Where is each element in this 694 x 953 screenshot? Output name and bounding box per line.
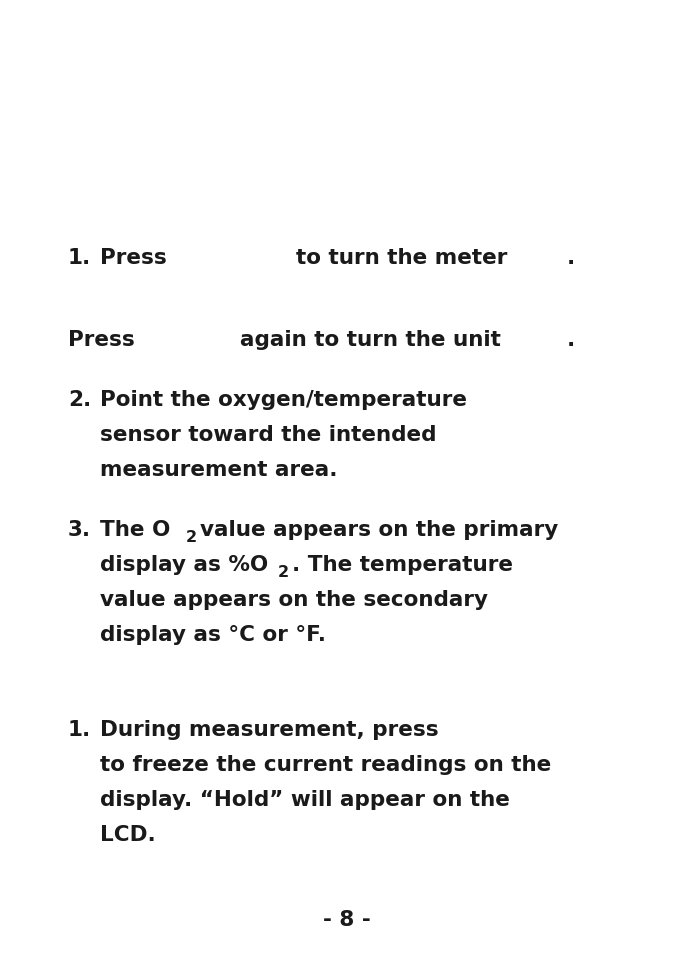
Text: 2: 2: [278, 564, 289, 579]
Text: 2: 2: [186, 530, 197, 544]
Text: 1.: 1.: [68, 720, 91, 740]
Text: - 8 -: - 8 -: [323, 909, 371, 929]
Text: value appears on the secondary: value appears on the secondary: [100, 589, 488, 609]
Text: . The temperature: . The temperature: [292, 555, 513, 575]
Text: LCD.: LCD.: [100, 824, 155, 844]
Text: 2.: 2.: [68, 390, 91, 410]
Text: to freeze the current readings on the: to freeze the current readings on the: [100, 754, 551, 774]
Text: display as °C or °F.: display as °C or °F.: [100, 624, 326, 644]
Text: .: .: [567, 248, 575, 268]
Text: 3.: 3.: [68, 519, 91, 539]
Text: again to turn the unit: again to turn the unit: [240, 330, 501, 350]
Text: Press: Press: [68, 330, 135, 350]
Text: measurement area.: measurement area.: [100, 459, 337, 479]
Text: Press: Press: [100, 248, 167, 268]
Text: .: .: [567, 330, 575, 350]
Text: value appears on the primary: value appears on the primary: [200, 519, 558, 539]
Text: Point the oxygen/temperature: Point the oxygen/temperature: [100, 390, 467, 410]
Text: sensor toward the intended: sensor toward the intended: [100, 424, 437, 444]
Text: The O: The O: [100, 519, 170, 539]
Text: to turn the meter: to turn the meter: [296, 248, 507, 268]
Text: display as %O: display as %O: [100, 555, 269, 575]
Text: 1.: 1.: [68, 248, 91, 268]
Text: display. “Hold” will appear on the: display. “Hold” will appear on the: [100, 789, 510, 809]
Text: During measurement, press: During measurement, press: [100, 720, 439, 740]
